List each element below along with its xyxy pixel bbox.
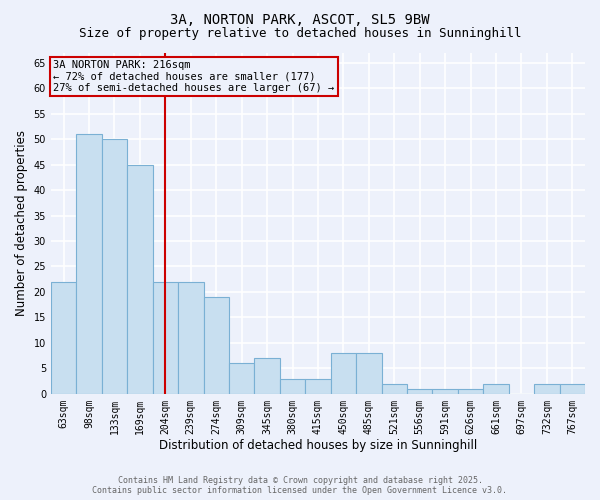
Bar [560,384,585,394]
Bar [483,384,509,394]
Bar [102,139,127,394]
Bar [51,282,76,394]
Y-axis label: Number of detached properties: Number of detached properties [15,130,28,316]
Bar [229,364,254,394]
Bar [76,134,102,394]
Text: Contains HM Land Registry data © Crown copyright and database right 2025.
Contai: Contains HM Land Registry data © Crown c… [92,476,508,495]
Bar [127,164,152,394]
Bar [178,282,203,394]
Bar [203,297,229,394]
Bar [305,378,331,394]
Bar [152,282,178,394]
Text: 3A NORTON PARK: 216sqm
← 72% of detached houses are smaller (177)
27% of semi-de: 3A NORTON PARK: 216sqm ← 72% of detached… [53,60,335,94]
Text: 3A, NORTON PARK, ASCOT, SL5 9BW: 3A, NORTON PARK, ASCOT, SL5 9BW [170,12,430,26]
Bar [407,388,433,394]
Bar [458,388,483,394]
Bar [254,358,280,394]
Bar [433,388,458,394]
Bar [356,353,382,394]
X-axis label: Distribution of detached houses by size in Sunninghill: Distribution of detached houses by size … [159,440,477,452]
Bar [331,353,356,394]
Bar [534,384,560,394]
Text: Size of property relative to detached houses in Sunninghill: Size of property relative to detached ho… [79,28,521,40]
Bar [382,384,407,394]
Bar [280,378,305,394]
